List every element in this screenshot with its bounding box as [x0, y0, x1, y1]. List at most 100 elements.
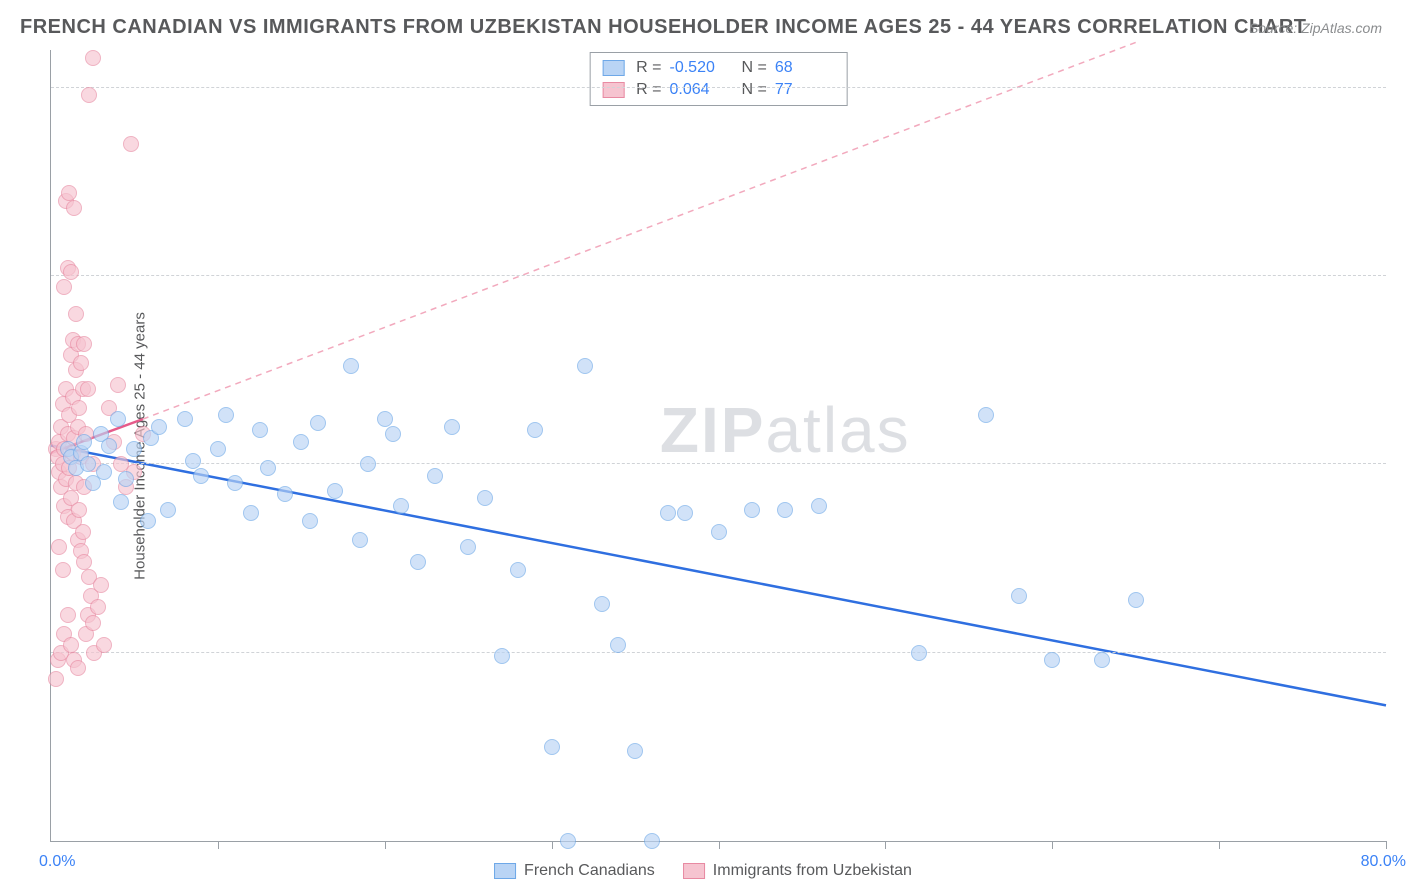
data-point — [70, 660, 86, 676]
gridline — [51, 463, 1386, 464]
data-point — [126, 441, 142, 457]
data-point — [51, 539, 67, 555]
y-tick-label: $100,000 — [1396, 455, 1406, 473]
n-value-series2: 77 — [775, 81, 835, 99]
data-point — [343, 358, 359, 374]
data-point — [1044, 652, 1060, 668]
data-point — [911, 645, 927, 661]
data-point — [110, 411, 126, 427]
data-point — [93, 577, 109, 593]
trend-lines-layer — [51, 50, 1386, 841]
watermark-rest: atlas — [765, 394, 910, 466]
legend-label-series2: Immigrants from Uzbekistan — [713, 862, 912, 880]
data-point — [360, 456, 376, 472]
data-point — [677, 505, 693, 521]
data-point — [243, 505, 259, 521]
x-tick — [885, 841, 886, 849]
chart-title: FRENCH CANADIAN VS IMMIGRANTS FROM UZBEK… — [20, 16, 1307, 39]
watermark-bold: ZIP — [660, 394, 766, 466]
data-point — [218, 407, 234, 423]
data-point — [377, 411, 393, 427]
data-point — [293, 434, 309, 450]
data-point — [85, 50, 101, 66]
legend-label-series1: French Canadians — [524, 862, 655, 880]
data-point — [185, 453, 201, 469]
source-attribution: Source: ZipAtlas.com — [1249, 20, 1382, 36]
data-point — [777, 502, 793, 518]
data-point — [260, 460, 276, 476]
data-point — [352, 532, 368, 548]
legend-item-series1: French Canadians — [494, 862, 655, 880]
legend-item-series2: Immigrants from Uzbekistan — [683, 862, 912, 880]
data-point — [494, 648, 510, 664]
data-point — [327, 483, 343, 499]
x-tick — [552, 841, 553, 849]
data-point — [160, 502, 176, 518]
data-point — [48, 671, 64, 687]
data-point — [76, 554, 92, 570]
data-point — [1128, 592, 1144, 608]
y-tick-label: $150,000 — [1396, 267, 1406, 285]
x-axis-max-label: 80.0% — [1361, 853, 1406, 871]
data-point — [227, 475, 243, 491]
data-point — [80, 456, 96, 472]
n-label: N = — [742, 81, 767, 99]
x-tick — [218, 841, 219, 849]
data-point — [123, 136, 139, 152]
data-point — [644, 833, 660, 849]
data-point — [510, 562, 526, 578]
series-legend: French Canadians Immigrants from Uzbekis… — [494, 862, 912, 880]
x-tick — [1219, 841, 1220, 849]
data-point — [978, 407, 994, 423]
data-point — [71, 400, 87, 416]
data-point — [193, 468, 209, 484]
data-point — [560, 833, 576, 849]
data-point — [56, 279, 72, 295]
data-point — [811, 498, 827, 514]
data-point — [68, 306, 84, 322]
gridline — [51, 652, 1386, 653]
data-point — [151, 419, 167, 435]
data-point — [110, 377, 126, 393]
swatch-series2 — [602, 82, 624, 98]
plot-area: ZIPatlas R = -0.520 N = 68 R = 0.064 N =… — [50, 50, 1386, 842]
data-point — [71, 502, 87, 518]
gridline — [51, 87, 1386, 88]
data-point — [60, 607, 76, 623]
data-point — [80, 381, 96, 397]
r-label: R = — [636, 81, 661, 99]
data-point — [744, 502, 760, 518]
data-point — [81, 87, 97, 103]
data-point — [393, 498, 409, 514]
data-point — [85, 615, 101, 631]
data-point — [73, 355, 89, 371]
data-point — [113, 494, 129, 510]
data-point — [1094, 652, 1110, 668]
data-point — [66, 200, 82, 216]
data-point — [75, 524, 91, 540]
data-point — [627, 743, 643, 759]
data-point — [61, 185, 77, 201]
data-point — [1011, 588, 1027, 604]
data-point — [660, 505, 676, 521]
stats-legend: R = -0.520 N = 68 R = 0.064 N = 77 — [589, 52, 848, 106]
data-point — [63, 264, 79, 280]
data-point — [427, 468, 443, 484]
data-point — [210, 441, 226, 457]
data-point — [63, 637, 79, 653]
data-point — [76, 434, 92, 450]
x-tick — [719, 841, 720, 849]
y-tick-label: $200,000 — [1396, 79, 1406, 97]
data-point — [252, 422, 268, 438]
stats-row-series2: R = 0.064 N = 77 — [602, 79, 835, 101]
data-point — [527, 422, 543, 438]
swatch-series1 — [602, 60, 624, 76]
n-label: N = — [742, 59, 767, 77]
data-point — [101, 438, 117, 454]
n-value-series1: 68 — [775, 59, 835, 77]
x-axis-min-label: 0.0% — [39, 853, 75, 871]
data-point — [711, 524, 727, 540]
data-point — [96, 637, 112, 653]
data-point — [477, 490, 493, 506]
r-value-series2: 0.064 — [670, 81, 730, 99]
